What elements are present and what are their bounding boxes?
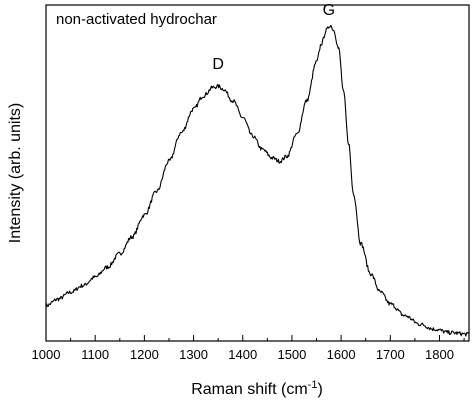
x-tick-label: 1800 (425, 347, 454, 362)
spectrum-line (45, 24, 470, 337)
x-tick-label: 1600 (327, 347, 356, 362)
annotation-g: G (323, 2, 335, 19)
x-tick-label: 1500 (277, 347, 306, 362)
y-axis-title: Intensity (arb. units) (7, 103, 24, 244)
plot-frame (45, 4, 470, 342)
x-axis-title: Raman shift (cm-1) (191, 379, 323, 398)
chart-title: non-activated hydrochar (56, 11, 217, 28)
annotation-d: D (212, 56, 224, 73)
x-tick-label: 1700 (376, 347, 405, 362)
x-tick-label: 1000 (32, 347, 61, 362)
x-tick-label: 1400 (228, 347, 257, 362)
x-tick-label: 1100 (81, 347, 109, 362)
x-axis-title-suffix: ) (317, 381, 322, 398)
x-axis-title-superscript: -1 (308, 379, 318, 391)
x-axis-title-main: Raman shift (cm (191, 381, 307, 398)
x-tick-label: 1300 (179, 347, 208, 362)
x-axis-ticks: 1000 1100 1200 1300 1400 1500 1600 1700 1800 (32, 335, 465, 362)
x-tick-label: 1200 (130, 347, 159, 362)
